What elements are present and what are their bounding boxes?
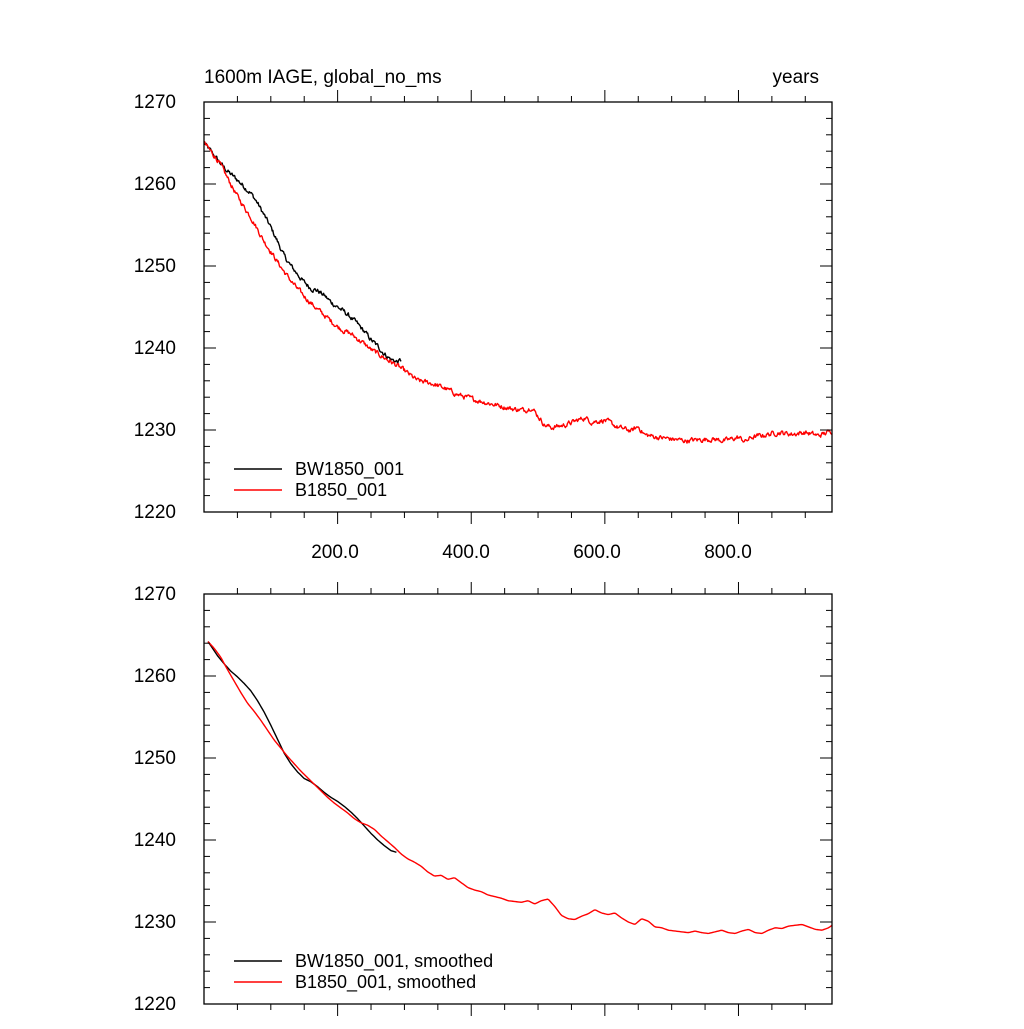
top-x-tick-label: 600.0 bbox=[573, 542, 621, 563]
top-y-tick-labels: 1270 1260 1250 1240 1230 1220 bbox=[134, 92, 176, 523]
top-panel: 1600m IAGE, global_no_ms years 1270 1260… bbox=[134, 67, 833, 563]
top-legend-label-b1850: B1850_001 bbox=[295, 480, 387, 501]
top-series-line-bw1850-001 bbox=[204, 142, 402, 365]
bottom-axis-ticks bbox=[204, 582, 832, 1016]
bottom-y-tick-labels: 1270 1260 1250 1240 1230 1220 bbox=[134, 584, 176, 1015]
bottom-y-tick-label: 1220 bbox=[134, 994, 176, 1015]
top-x-tick-labels: 200.0 400.0 600.0 800.0 bbox=[311, 542, 752, 563]
top-x-tick-label: 400.0 bbox=[442, 542, 490, 563]
bottom-series-line-bw1850-001-smoothed bbox=[207, 641, 397, 853]
bottom-y-tick-label: 1250 bbox=[134, 748, 176, 769]
bottom-plot-frame bbox=[203, 593, 833, 1005]
bottom-y-tick-label: 1260 bbox=[134, 666, 176, 687]
top-x-tick-label: 800.0 bbox=[704, 542, 752, 563]
top-legend-label-bw1850: BW1850_001 bbox=[295, 459, 404, 480]
bottom-y-tick-label: 1270 bbox=[134, 584, 176, 605]
bottom-legend: BW1850_001, smoothed B1850_001, smoothed bbox=[234, 951, 493, 993]
top-series-line-b1850-001 bbox=[204, 140, 832, 444]
top-axis-ticks bbox=[204, 90, 832, 524]
bottom-legend-label-bw1850: BW1850_001, smoothed bbox=[295, 951, 493, 972]
top-y-tick-label: 1260 bbox=[134, 174, 176, 195]
top-y-tick-label: 1240 bbox=[134, 338, 176, 359]
bottom-panel: 1270 1260 1250 1240 1230 1220 BW1850_001… bbox=[134, 582, 833, 1016]
top-y-tick-label: 1250 bbox=[134, 256, 176, 277]
top-panel-units-label: years bbox=[773, 67, 819, 88]
top-y-tick-label: 1270 bbox=[134, 92, 176, 113]
bottom-y-tick-label: 1240 bbox=[134, 830, 176, 851]
top-legend: BW1850_001 B1850_001 bbox=[234, 459, 404, 501]
bottom-series-line-b1850-001-smoothed bbox=[207, 641, 832, 935]
top-plot-frame bbox=[203, 101, 833, 513]
bottom-legend-label-b1850: B1850_001, smoothed bbox=[295, 972, 476, 993]
bottom-y-tick-label: 1230 bbox=[134, 912, 176, 933]
bottom-plot-area bbox=[207, 641, 832, 935]
top-y-tick-label: 1220 bbox=[134, 502, 176, 523]
top-plot-area bbox=[204, 140, 832, 444]
top-x-tick-label: 200.0 bbox=[311, 542, 359, 563]
top-y-tick-label: 1230 bbox=[134, 420, 176, 441]
top-panel-title: 1600m IAGE, global_no_ms bbox=[204, 67, 442, 88]
